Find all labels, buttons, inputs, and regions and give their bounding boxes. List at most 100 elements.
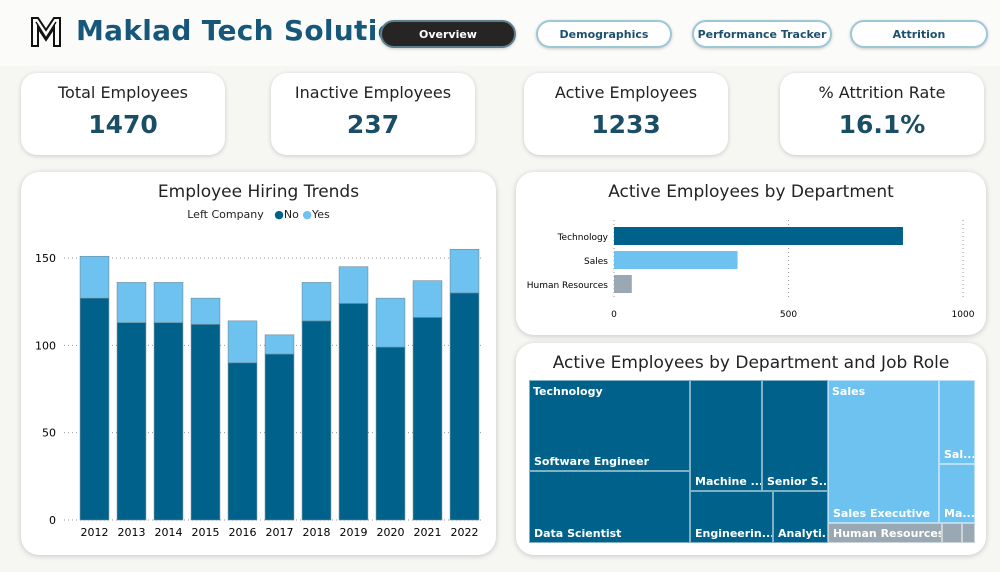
treemap-cell-hr[interactable]: Human Resources bbox=[828, 523, 942, 543]
x-tick-label: 2019 bbox=[340, 526, 368, 539]
kpi-label: Active Employees bbox=[554, 83, 698, 102]
treemap-cell[interactable]: Ma... bbox=[939, 464, 975, 523]
kpi-active-employees: Active Employees 1233 bbox=[524, 73, 728, 155]
cell-label: Analyti... bbox=[778, 527, 827, 540]
bar-yes bbox=[301, 282, 332, 322]
kpi-label: % Attrition Rate bbox=[818, 83, 946, 102]
bar-technology bbox=[614, 227, 903, 245]
cell-label: Software Engineer bbox=[534, 455, 649, 468]
x-tick-label: 2015 bbox=[192, 526, 220, 539]
x-tick-label: 2020 bbox=[377, 526, 405, 539]
y-tick-label: 0 bbox=[49, 514, 56, 527]
y-tick-label: 150 bbox=[35, 252, 56, 265]
cell-label: Machine ... bbox=[695, 475, 762, 488]
tab-demographics[interactable]: Demographics bbox=[536, 20, 672, 48]
bar-yes bbox=[375, 297, 406, 348]
hiring-trends-chart: 0 50 100 150 2012 2013 2014 2015 2016 2017 2018 201… bbox=[35, 248, 483, 539]
kpi-attrition-rate: % Attrition Rate 16.1% bbox=[780, 73, 984, 155]
dept-card: Active Employees by Department bbox=[516, 172, 986, 335]
bar-no bbox=[449, 292, 480, 521]
x-tick-label: 0 bbox=[611, 310, 617, 320]
y-tick-label: 100 bbox=[35, 339, 56, 352]
bar-no bbox=[79, 297, 110, 521]
x-tick-label: 2013 bbox=[118, 526, 146, 539]
legend: Left Company ●No ●Yes bbox=[21, 208, 496, 221]
x-tick-label: 1000 bbox=[952, 310, 975, 320]
app-title: Maklad Tech Solution bbox=[76, 14, 418, 47]
bar-yes bbox=[227, 320, 258, 364]
bar-no bbox=[338, 303, 369, 521]
bar-yes bbox=[412, 280, 443, 318]
kpi-value: 1233 bbox=[591, 110, 661, 139]
kpi-value: 237 bbox=[346, 110, 400, 139]
treemap: Technology Sales Software Engineer Data … bbox=[529, 380, 975, 543]
treemap-cell[interactable]: Machine ... bbox=[690, 380, 762, 491]
kpi-value: 16.1% bbox=[838, 110, 926, 139]
chart-title: Employee Hiring Trends bbox=[157, 182, 360, 202]
bar-yes bbox=[79, 255, 110, 299]
treemap-cell[interactable]: Engineerin... bbox=[690, 491, 773, 543]
tab-attrition[interactable]: Attrition bbox=[850, 20, 988, 48]
header: Maklad Tech Solution Overview Demographi… bbox=[0, 0, 1000, 66]
tab-performance-tracker[interactable]: Performance Tracker bbox=[692, 20, 832, 48]
bar-yes bbox=[153, 282, 184, 323]
x-tick-label: 500 bbox=[780, 310, 797, 320]
treemap-group-technology: Technology bbox=[533, 385, 603, 398]
treemap-cell[interactable] bbox=[942, 523, 962, 543]
cell-label: Engineerin... bbox=[695, 527, 773, 540]
y-tick-label: 50 bbox=[42, 427, 56, 440]
cell-label: Sal... bbox=[944, 448, 975, 461]
treemap-cell[interactable] bbox=[962, 523, 975, 543]
bar-no bbox=[301, 320, 332, 521]
bar-yes bbox=[116, 282, 147, 323]
bar-no bbox=[116, 322, 147, 521]
x-tick-label: 2017 bbox=[266, 526, 294, 539]
bar-yes bbox=[190, 297, 221, 325]
x-tick-label: 2018 bbox=[303, 526, 331, 539]
kpi-total-employees: Total Employees 1470 bbox=[21, 73, 225, 155]
treemap-cell[interactable]: Senior S... bbox=[762, 380, 828, 491]
bar-sales bbox=[614, 251, 738, 269]
treemap-cell[interactable]: Analyti... bbox=[773, 491, 828, 543]
chart-title: Active Employees by Department bbox=[608, 182, 894, 202]
bar-yes bbox=[264, 334, 295, 355]
treemap-cell[interactable]: Sales Executive bbox=[828, 380, 939, 523]
y-tick-label: Technology bbox=[557, 233, 609, 243]
x-tick-label: 2012 bbox=[81, 526, 109, 539]
y-tick-label: Sales bbox=[584, 257, 608, 267]
dept-chart: 0 500 1000 Technology Sales Human Resources bbox=[527, 220, 975, 320]
cell-label: Ma... bbox=[944, 507, 975, 520]
kpi-label: Total Employees bbox=[57, 83, 189, 102]
treemap-cell[interactable]: Data Scientist bbox=[529, 471, 690, 543]
bar-human-resources bbox=[614, 275, 632, 293]
chart-title: Active Employees by Department and Job R… bbox=[552, 353, 950, 373]
logo-icon bbox=[31, 17, 61, 47]
bar-no bbox=[190, 324, 221, 521]
bar-no bbox=[153, 322, 184, 521]
treemap-cell[interactable]: Software Engineer bbox=[529, 380, 690, 471]
cell-label: Senior S... bbox=[767, 475, 828, 488]
kpi-value: 1470 bbox=[88, 110, 158, 139]
cell-label: Data Scientist bbox=[534, 527, 622, 540]
treemap-cell[interactable]: Sal... bbox=[939, 380, 975, 464]
kpi-inactive-employees: Inactive Employees 237 bbox=[271, 73, 475, 155]
kpi-label: Inactive Employees bbox=[294, 83, 452, 102]
bar-no bbox=[412, 317, 443, 521]
y-tick-label: Human Resources bbox=[527, 281, 609, 291]
bar-yes bbox=[449, 248, 480, 294]
tab-overview[interactable]: Overview bbox=[380, 20, 516, 48]
legend-no-marker: ● bbox=[274, 208, 284, 221]
cell-label: Sales Executive bbox=[833, 507, 931, 520]
cell-label: Human Resources bbox=[833, 527, 942, 540]
x-tick-label: 2014 bbox=[155, 526, 183, 539]
legend-yes-marker: ● bbox=[302, 208, 312, 221]
x-tick-label: 2021 bbox=[414, 526, 442, 539]
bar-yes bbox=[338, 266, 369, 304]
treemap-group-sales: Sales bbox=[832, 385, 866, 398]
x-tick-label: 2016 bbox=[229, 526, 257, 539]
bar-no bbox=[375, 346, 406, 521]
legend-no: No bbox=[283, 208, 299, 221]
bar-no bbox=[264, 353, 295, 521]
x-tick-label: 2022 bbox=[451, 526, 479, 539]
legend-yes: Yes bbox=[311, 208, 330, 221]
